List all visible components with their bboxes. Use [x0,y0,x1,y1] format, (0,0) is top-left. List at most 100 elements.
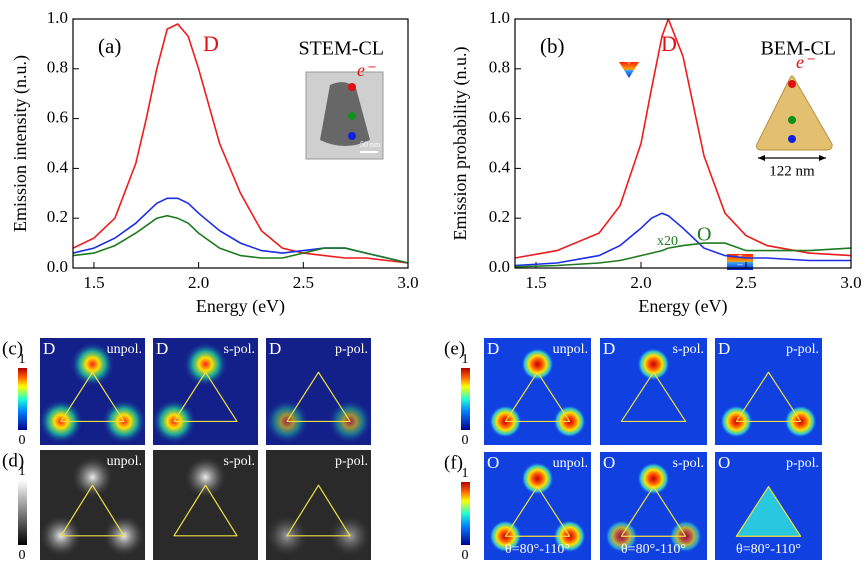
series-line [515,242,851,268]
x-tick-label: 2.5 [735,273,756,292]
annotation: (b) [540,34,565,58]
y-tick-label: 0.4 [47,157,69,176]
colorbar-label: 0 [462,548,469,563]
pol-label: p-pol. [786,342,819,357]
panel-label: (c) [2,338,23,359]
mode-label: O [487,453,499,472]
x-tick-label: 2.0 [188,273,209,292]
pol-label: s-pol. [224,454,256,469]
annotation: 50 nm [360,140,381,149]
hot-spot [637,462,670,495]
y-tick-label: 0.6 [47,108,68,127]
colorbar [461,482,470,545]
angle-label: θ=80°-110° [736,542,801,557]
colorbar-label: 1 [462,352,469,367]
colorbar-label: 0 [19,433,26,448]
annotation: STEM-CL [298,38,384,60]
plot-frame [514,18,852,269]
colorbar-label: 0 [462,433,469,448]
panel-label: (f) [444,452,463,473]
hot-spot [70,455,115,500]
angle-label: θ=80°-110° [621,542,686,557]
series-line [515,212,851,267]
triangle-outline [286,484,351,537]
y-tick-label: 0.0 [47,257,68,276]
triangle-outline [504,371,571,423]
x-tick-label: 1.5 [525,273,546,292]
x-tick-label: 2.0 [630,273,651,292]
mode-label: D [603,339,615,358]
y-tick-label: 0.8 [489,58,510,77]
angle-label: θ=80°-110° [505,542,570,557]
panel-label: (d) [2,450,24,471]
colorbar [18,368,27,430]
series-line [73,197,408,264]
x-tick-label: 1.5 [83,273,104,292]
stem-inset [305,71,384,160]
pol-label: p-pol. [335,342,368,357]
hot-spot [183,455,228,500]
svg-text:+: + [626,57,632,69]
annotation: D [203,31,219,56]
colorbar-label: 0 [19,548,26,563]
annotation: O [697,224,711,246]
pol-label: s-pol. [224,342,256,357]
pol-label: unpol. [553,456,588,471]
pol-label: unpol. [553,342,588,357]
colorbar [18,480,27,545]
triangle-outline [620,485,687,537]
annotation: x20 [657,234,678,249]
mode-label: D [487,339,499,358]
mode-label: D [718,339,730,358]
triangle-outline [286,371,351,423]
annotation: e⁻ [357,60,376,80]
triangle-outline [173,371,238,423]
x-tick-label: 3.0 [397,273,418,292]
plot-frame [72,18,409,269]
mode-label: D [156,339,168,358]
x-tick-label: 2.5 [293,273,314,292]
triangle-outline [60,371,125,423]
mode-label: D [43,339,55,358]
hot-spot [521,348,554,381]
hot-spot [521,462,554,495]
mode-label: O [603,453,615,472]
annotation: (a) [98,34,121,58]
colorbar [461,368,470,430]
y-tick-label: 1.0 [47,8,68,27]
hot-spot [637,348,670,381]
triangle-outline [735,371,802,423]
annotation: BEM-CL [760,38,836,60]
pol-label: unpol. [107,454,142,469]
series-line [73,214,408,264]
x-axis-label: Energy (eV) [638,296,727,317]
y-tick-label: 0.2 [47,207,68,226]
annotation: D [661,31,677,56]
x-axis-label: Energy (eV) [196,296,285,317]
pol-label: s-pol. [673,342,705,357]
series-line [515,19,851,259]
hot-spot [183,342,228,387]
pol-label: unpol. [107,342,142,357]
y-axis-label: Emission probability (n.u.) [450,47,471,241]
x-tick-label: 3.0 [840,273,861,292]
annotation: e⁻ [796,52,815,72]
y-tick-label: 0.8 [47,58,68,77]
mode-label: D [269,339,281,358]
colorbar-label: 1 [19,352,26,367]
y-tick-label: 0.6 [489,108,510,127]
y-axis-label: Emission intensity (n.u.) [10,55,31,232]
pol-label: s-pol. [673,456,705,471]
colorbar-label: 1 [19,464,26,479]
svg-text:−: − [737,260,743,272]
annotation: 122 nm [769,163,815,179]
triangle-outline [620,371,687,423]
triangle-outline [735,485,802,537]
y-tick-label: 0.4 [489,157,511,176]
triangle-outline [60,484,125,537]
panel-label: (e) [444,338,465,359]
mode-fill [736,486,801,537]
triangle-outline [173,484,238,537]
mode-label: O [718,453,730,472]
